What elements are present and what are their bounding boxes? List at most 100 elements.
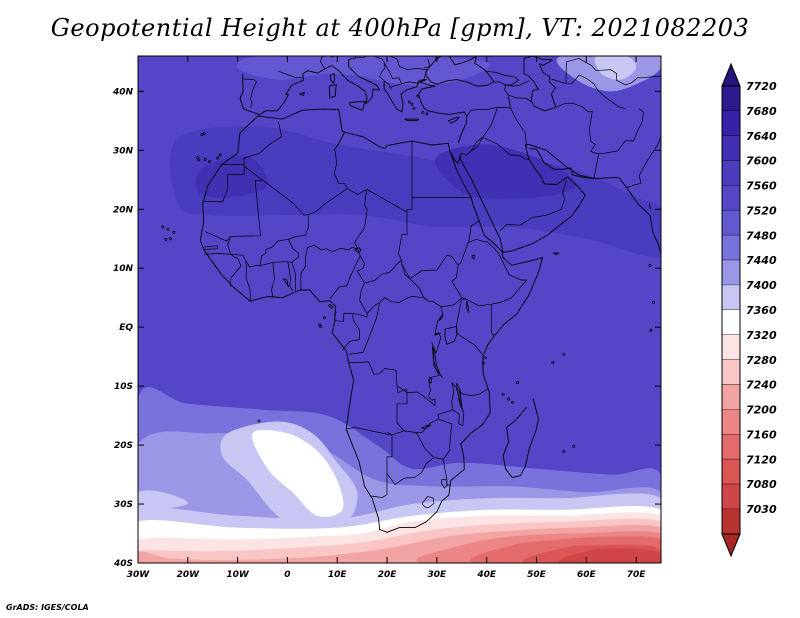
border-togo-benin — [291, 262, 296, 291]
colorbar-swatch — [722, 135, 740, 162]
lon-tick-label: 50E — [527, 570, 547, 580]
lat-tick-label: 40S — [113, 559, 133, 569]
border-angola-zambia-namibia — [346, 385, 408, 436]
lon-tick-label: 20W — [177, 570, 201, 580]
border-gabon-congo — [342, 313, 361, 351]
border-south-sudan-uganda-kenya — [440, 297, 467, 334]
colorbar-swatch — [722, 110, 740, 137]
border-pakistan-india — [626, 136, 661, 188]
field-region-northeast-low-core — [594, 56, 637, 80]
border-central-asia-borders — [551, 58, 661, 86]
border-uganda-drc — [434, 306, 444, 336]
border-sudan-ethiopia-eritrea — [451, 197, 480, 300]
border-niger-mali-bf — [259, 214, 310, 267]
lon-tick-label: 30W — [127, 570, 151, 580]
border-mali-guinea-senegal — [227, 236, 261, 268]
lake-tana — [471, 254, 476, 260]
lat-tick-label: EQ — [119, 323, 133, 333]
colorbar-label: 7280 — [746, 354, 777, 367]
island-bioko — [328, 303, 332, 307]
island-seychelles — [516, 381, 519, 385]
border-saudi-yemen-oman — [499, 180, 567, 231]
island-lakshadweep-maldives — [652, 300, 655, 304]
sicily — [348, 100, 366, 111]
border-libya-tunisia — [334, 131, 346, 150]
island-lakshadweep-maldives — [648, 263, 652, 267]
island-mauritius-reunion — [562, 450, 566, 454]
persian-gulf-iran — [528, 148, 595, 180]
lake-malawi — [456, 383, 464, 412]
colorbar-swatch — [722, 359, 740, 386]
border-botswana-sa — [386, 457, 435, 485]
border-ghana-togo-benin — [287, 262, 294, 292]
lon-tick-label: 30E — [428, 570, 448, 580]
lon-tick-label: 10E — [328, 570, 348, 580]
island-aegean-islands — [425, 112, 429, 116]
sri-lanka-west-india — [649, 203, 651, 210]
island-madeira — [202, 132, 206, 136]
field-region-arabian-core — [434, 144, 577, 200]
lon-tick-label: 40E — [476, 570, 497, 580]
africa-coast — [199, 108, 543, 533]
border-benin-nigeria — [300, 258, 306, 290]
border-chad-niger-nigeria — [305, 189, 368, 259]
europe-coast-east — [383, 80, 468, 143]
border-middle-east-borders — [461, 106, 527, 156]
island-st-helena — [257, 419, 261, 423]
red-sea-west-sinai — [449, 150, 462, 164]
plot-area: 30W 20W 10W 0 10E 20E 30E 40E 50E 60E 70E 40N 30N 20N… — [112, 55, 662, 580]
colorbar-swatch — [722, 86, 740, 112]
colorbar-swatch — [722, 384, 740, 410]
border-uzbek-turkmen — [566, 74, 626, 109]
border-saudi-borders — [471, 137, 529, 160]
axis-ticks: 30W 20W 10W 0 10E 20E 30E 40E 50E 60E 70E 40N 30N 20N… — [112, 56, 661, 580]
island-aegean-islands — [412, 107, 416, 110]
colorbar-swatch — [722, 185, 740, 211]
colorbar-swatch — [722, 210, 740, 236]
lake-kariba — [420, 424, 432, 430]
border-balkans-inner — [383, 62, 402, 84]
island-canary-islands — [196, 155, 200, 159]
colorbar-label: 7080 — [746, 478, 777, 491]
height-field — [138, 56, 661, 563]
colorbar-label: 7480 — [746, 229, 777, 242]
lake-tanganyika — [432, 346, 444, 379]
island-aegean-islands — [421, 111, 425, 115]
corsica — [329, 73, 336, 84]
border-somalia-kenya — [491, 304, 495, 337]
border-liberia-ci — [245, 259, 251, 302]
field-region-southwest-corner-low — [138, 551, 189, 563]
colorbar-swatch — [722, 285, 740, 311]
border-sa-mozambique-zimbabwe — [442, 459, 451, 486]
border-car-chad — [364, 259, 402, 284]
colorbar-label: 7720 — [746, 80, 777, 93]
border-western-sahara — [202, 164, 245, 202]
geography-lines — [161, 56, 661, 533]
border-car-sudan — [404, 274, 425, 298]
island-cape-verde — [161, 225, 165, 229]
border-zambia-zimbabwe-botswana — [403, 418, 453, 460]
border-ethiopia-somalia-kenya — [465, 253, 527, 307]
lon-tick-label: 10W — [226, 570, 250, 580]
island-zanzibar-pemba — [483, 356, 487, 360]
colorbar-label: 7200 — [746, 404, 777, 417]
colorbar-label: 7680 — [746, 105, 777, 118]
lake-turkana — [466, 300, 470, 313]
colorbar-label: 7120 — [746, 453, 777, 466]
island-canary-islands — [203, 157, 207, 161]
colorbar-label: 7360 — [746, 304, 777, 317]
border-eswatini — [440, 478, 448, 489]
colorbar-label: 7240 — [746, 379, 777, 392]
island-cape-verde — [164, 237, 168, 241]
lon-tick-label: 60E — [577, 570, 597, 580]
colorbar-label: 7030 — [746, 503, 777, 516]
border-ci-ghana — [271, 262, 275, 298]
colorbar-swatch — [722, 310, 740, 336]
colorbar-label: 7560 — [746, 180, 777, 193]
lat-tick-label: 30N — [113, 146, 134, 156]
colorbar-label: 7640 — [746, 130, 777, 143]
lake-volta — [282, 278, 289, 288]
island-seychelles — [551, 361, 555, 365]
border-eritrea-ethiopia — [468, 238, 499, 254]
border-europe-borders — [243, 78, 257, 108]
